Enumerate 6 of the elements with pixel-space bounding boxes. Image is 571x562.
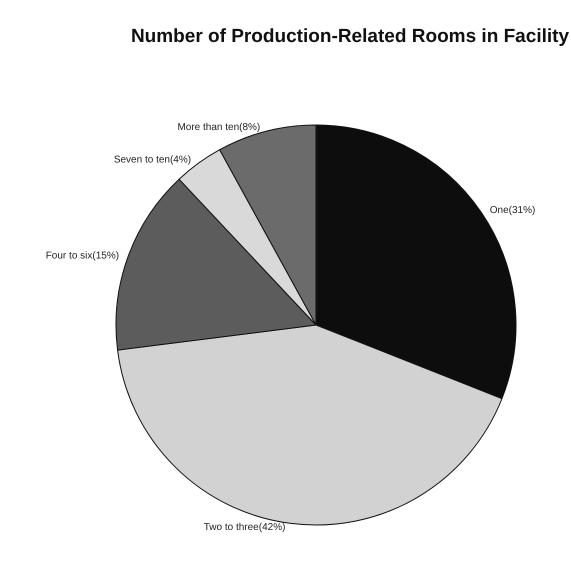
slice-label: Four to six(15%)	[46, 250, 120, 262]
slice-label: More than ten(8%)	[177, 122, 260, 133]
chart-title: Number of Production-Related Rooms in Facility	[130, 26, 570, 47]
slice-label: One(31%)	[490, 204, 536, 216]
slice-label: Two to three(42%)	[204, 522, 286, 533]
slice-label: Seven to ten(4%)	[114, 154, 192, 166]
